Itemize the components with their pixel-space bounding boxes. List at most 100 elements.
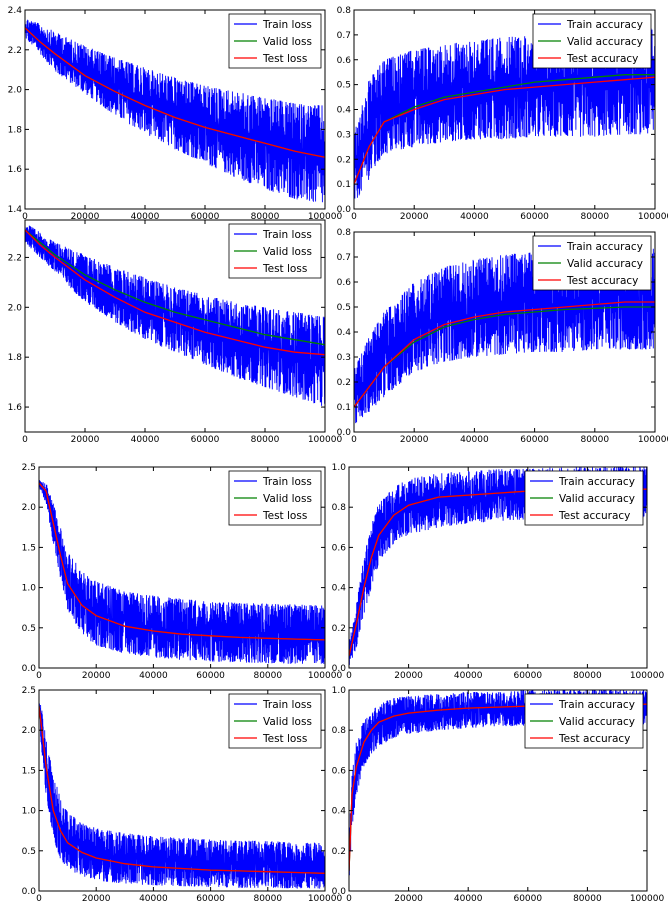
legend-label-train: Train loss — [262, 19, 312, 31]
legend-label-test: Test accuracy — [566, 53, 638, 65]
x-tick-label: 100000 — [638, 212, 668, 222]
x-tick-label: 20000 — [400, 435, 429, 445]
y-tick-label: 0.1 — [337, 180, 351, 190]
y-tick-label: 0.2 — [337, 378, 351, 388]
train-noise-trace — [25, 19, 325, 203]
plot-contents — [39, 479, 325, 664]
x-tick-label: 80000 — [573, 671, 602, 681]
chart-panel-5: 0 20000 40000 60000 80000 100000 0.0 0.5 1.0 1.5 2… — [22, 463, 343, 681]
test-series-line — [25, 27, 325, 158]
y-tick-label: 0.5 — [337, 81, 351, 91]
x-tick-label: 20000 — [400, 212, 429, 222]
x-tick-label: 40000 — [131, 212, 160, 222]
legend: Train loss Valid loss Test loss — [228, 223, 322, 279]
x-tick-label: 20000 — [71, 212, 100, 222]
chart-panel-3: 0 20000 40000 60000 80000 100000 1.6 1.8 2.0 2.2 T… — [8, 219, 342, 445]
x-tick-label: 80000 — [253, 671, 282, 681]
y-tick-label: 0.5 — [22, 847, 36, 857]
y-tick-label: 0.6 — [337, 278, 352, 288]
legend-label-test: Test accuracy — [558, 510, 630, 522]
x-tick-label: 100000 — [308, 671, 343, 681]
legend-label-train: Train accuracy — [566, 19, 643, 31]
y-tick-label: 1.5 — [22, 543, 36, 553]
y-tick-label: 0.7 — [337, 31, 351, 41]
x-tick-label: 100000 — [630, 894, 665, 904]
train-noise-trace — [39, 479, 325, 664]
x-tick-label: 80000 — [253, 894, 282, 904]
x-tick-label: 80000 — [580, 212, 609, 222]
x-tick-label: 80000 — [580, 435, 609, 445]
x-tick-label: 20000 — [394, 671, 423, 681]
legend: Train accuracy Valid accuracy Test accurac… — [532, 13, 652, 69]
legend-label-valid: Valid loss — [263, 493, 312, 505]
y-tick-label: 0.0 — [337, 205, 352, 215]
x-tick-label: 0 — [346, 894, 352, 904]
y-tick-label: 1.0 — [332, 463, 347, 473]
x-tick-label: 0 — [22, 212, 28, 222]
test-series-line — [25, 229, 325, 356]
y-tick-label: 1.5 — [22, 766, 36, 776]
x-tick-label: 0 — [36, 894, 42, 904]
y-tick-label: 0.7 — [337, 253, 351, 263]
legend-label-test: Test accuracy — [566, 275, 638, 287]
x-tick-label: 60000 — [191, 212, 220, 222]
y-tick-label: 0.0 — [337, 428, 352, 438]
legend-label-valid: Valid loss — [263, 246, 312, 258]
y-tick-label: 0.0 — [22, 887, 37, 897]
y-tick-label: 0.0 — [332, 887, 347, 897]
y-tick-label: 1.8 — [8, 125, 23, 135]
y-tick-label: 0.2 — [332, 847, 346, 857]
y-tick-label: 0.6 — [337, 56, 352, 66]
x-tick-label: 60000 — [513, 894, 542, 904]
legend-label-valid: Valid accuracy — [567, 258, 643, 270]
axes-frame — [38, 689, 326, 892]
x-tick-label: 60000 — [520, 212, 549, 222]
test-series-line — [354, 301, 655, 408]
y-tick-label: 0.3 — [337, 130, 351, 140]
y-tick-label: 0.6 — [332, 543, 347, 553]
y-tick-label: 1.0 — [22, 807, 37, 817]
legend-label-valid: Valid loss — [263, 716, 312, 728]
y-tick-label: 2.5 — [22, 463, 36, 473]
x-tick-label: 0 — [351, 212, 357, 222]
y-tick-label: 1.4 — [8, 205, 23, 215]
y-tick-label: 2.2 — [8, 253, 22, 263]
y-tick-label: 0.5 — [22, 624, 36, 634]
legend: Train accuracy Valid accuracy Test accurac… — [532, 235, 652, 291]
test-series-line — [39, 706, 325, 874]
y-tick-label: 0.4 — [332, 807, 347, 817]
y-tick-label: 2.0 — [8, 303, 23, 313]
legend-label-train: Train accuracy — [558, 699, 635, 711]
x-tick-label: 100000 — [630, 671, 665, 681]
x-tick-label: 20000 — [394, 894, 423, 904]
axes-frame — [24, 9, 326, 210]
legend-label-test: Test loss — [262, 733, 307, 745]
x-tick-label: 80000 — [251, 435, 280, 445]
y-tick-label: 0.4 — [337, 106, 352, 116]
x-tick-label: 60000 — [196, 671, 225, 681]
y-tick-label: 0.0 — [22, 664, 37, 674]
y-tick-label: 1.6 — [8, 165, 23, 175]
axes-frame — [348, 689, 648, 892]
y-tick-label: 0.6 — [332, 766, 347, 776]
legend-label-train: Train accuracy — [566, 241, 643, 253]
axes-frame — [38, 466, 326, 669]
y-tick-label: 0.4 — [332, 584, 347, 594]
valid-series-line — [25, 229, 325, 346]
x-tick-label: 40000 — [454, 671, 483, 681]
chart-panel-2: 0 20000 40000 60000 80000 100000 0.0 0.1 0.2 0.3 0… — [337, 6, 668, 222]
legend-label-train: Train loss — [262, 699, 312, 711]
test-series-line — [354, 76, 655, 185]
y-tick-label: 2.0 — [22, 726, 37, 736]
y-tick-label: 0.0 — [332, 664, 347, 674]
y-tick-label: 2.4 — [8, 6, 23, 16]
legend-label-valid: Valid loss — [263, 36, 312, 48]
x-tick-label: 0 — [22, 435, 28, 445]
y-tick-label: 0.8 — [332, 726, 347, 736]
x-tick-label: 100000 — [308, 212, 343, 222]
x-tick-label: 100000 — [308, 894, 343, 904]
chart-panel-4: 0 20000 40000 60000 80000 100000 0.0 0.1 0.2 0.3 0… — [337, 228, 668, 445]
plot-contents — [39, 703, 325, 889]
x-tick-label: 0 — [351, 435, 357, 445]
legend: Train loss Valid loss Test loss — [228, 693, 322, 749]
